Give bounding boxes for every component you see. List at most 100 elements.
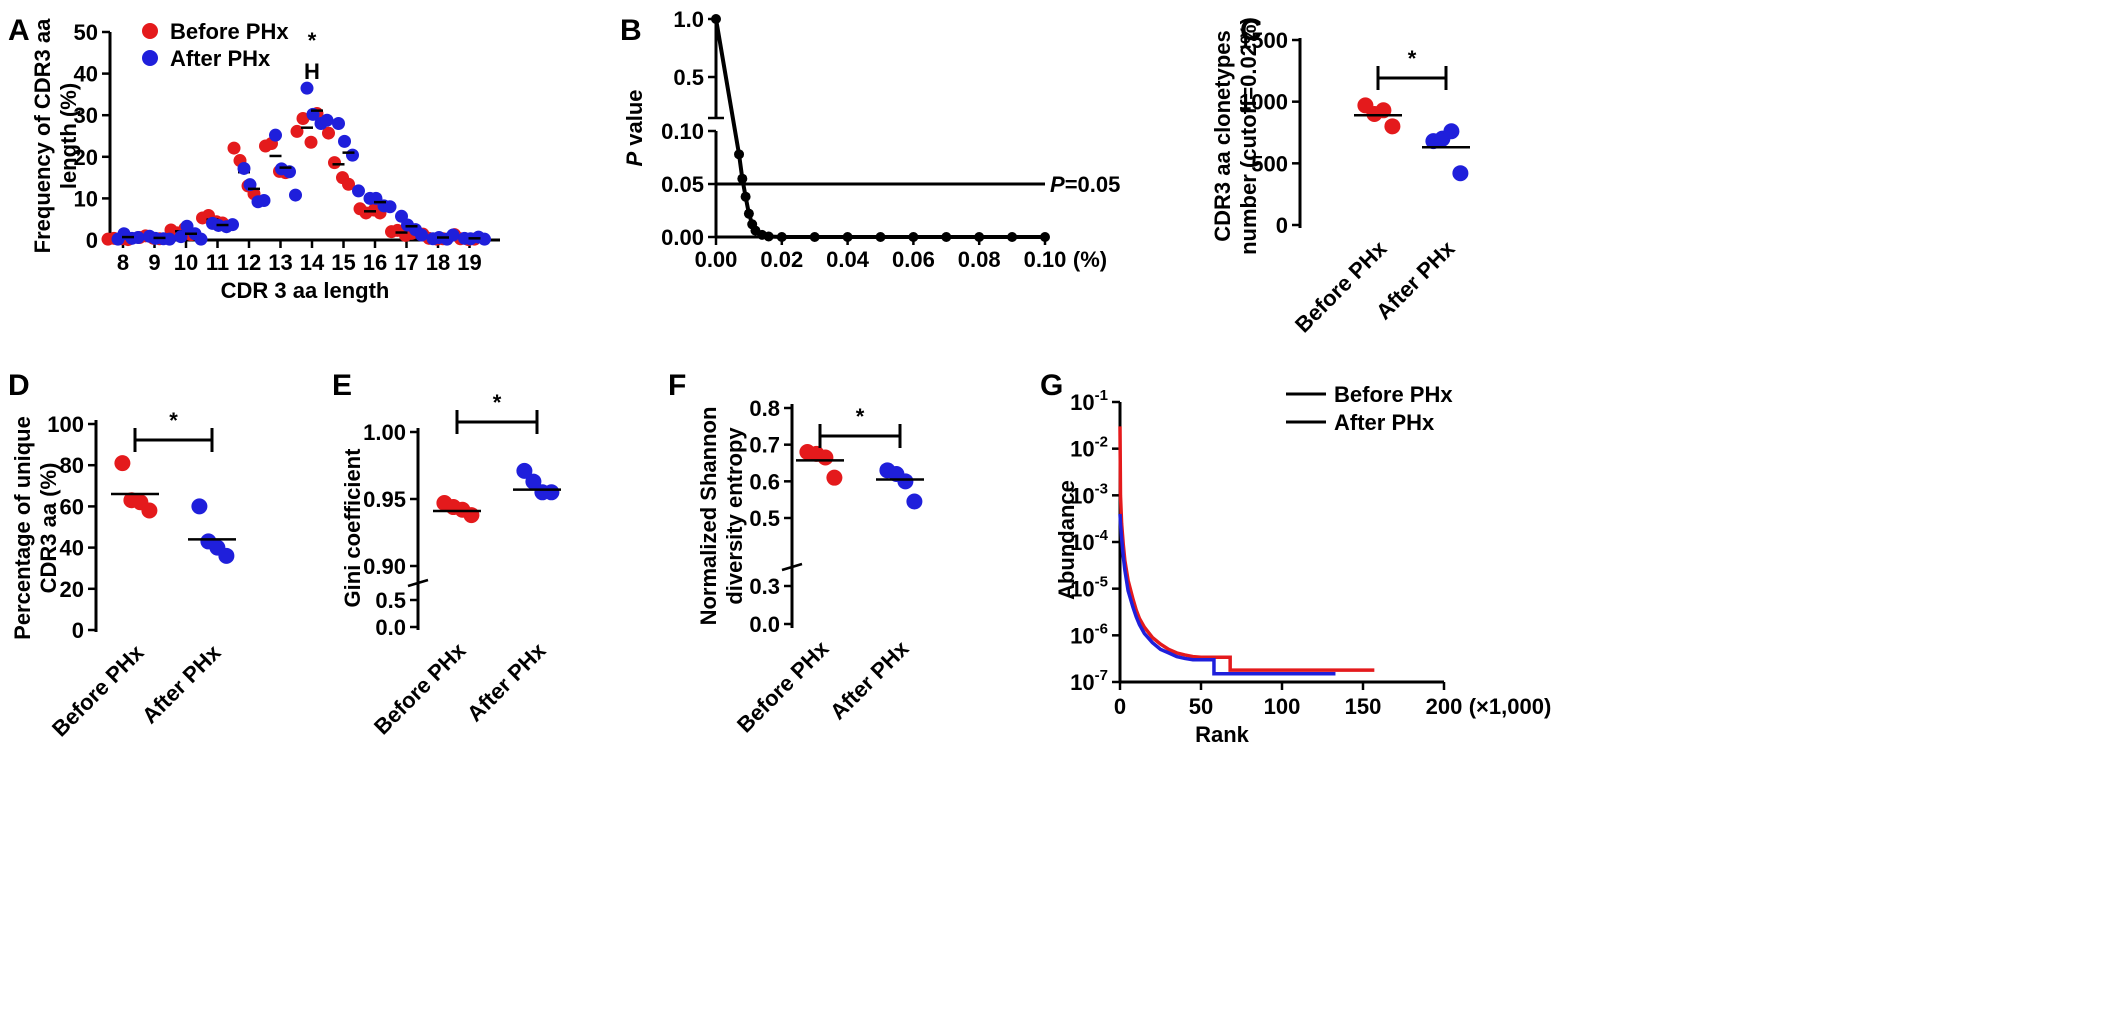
b-y-tick-label: 0.05: [661, 172, 704, 197]
a-y-axis-title-line1: Frequency of CDR3 aa: [30, 18, 55, 253]
g-y-tick-label: 10-3: [1070, 480, 1108, 508]
b-x-tick-label: 0.08: [958, 247, 1001, 272]
a-data-point: [415, 228, 428, 242]
a-data-point: [320, 113, 334, 127]
panel-label-b: B: [620, 14, 642, 47]
f-significance-star: *: [856, 404, 865, 429]
d-data-point: [191, 498, 208, 515]
b-y-tick-label: 0.5: [673, 65, 704, 90]
g-y-tick-label: 10-2: [1070, 434, 1108, 462]
a-x-tick-label: 18: [426, 250, 450, 275]
d-y-axis-title-line2: CDR3 aa (%): [36, 463, 61, 594]
b-x-unit: (%): [1073, 247, 1107, 272]
c-data-point: [1384, 118, 1401, 135]
a-data-point: [342, 177, 355, 191]
a-data-point: [352, 184, 365, 198]
a-data-point: [226, 218, 239, 232]
b-x-tick-label: 0.02: [760, 247, 803, 272]
a-x-tick-label: 8: [117, 250, 129, 275]
a-data-point: [289, 188, 302, 202]
panel-g-abundance-chart: 10-1 10-2 10-3 10-4 10-5 10-6 10-70 50 100 150 200…: [1054, 382, 1551, 747]
g-y-tick-label: 10-5: [1070, 574, 1108, 602]
f-y-tick-label: 0.6: [749, 469, 780, 494]
f-category-label: Before PHx: [732, 635, 834, 737]
f-y-axis-title-line1: Normalized Shannon: [696, 407, 721, 626]
a-y-tick-label: 20: [74, 145, 98, 170]
b-data-point: [842, 232, 853, 242]
a-legend-marker-after: [142, 50, 158, 66]
c-y-axis-title-line1: CDR3 aa clonetypes: [1210, 30, 1235, 242]
c-y-tick-label: 0: [1276, 213, 1288, 238]
d-y-axis-title-line1: Percentage of unique: [10, 416, 35, 640]
g-y-axis-title: Abundance: [1054, 480, 1079, 600]
panel-label-a: A: [8, 14, 30, 47]
a-bracket-glyph: H: [304, 59, 320, 84]
f-data-point: [817, 449, 834, 466]
f-y-tick-label: 0.7: [749, 433, 780, 458]
e-data-point: [516, 462, 533, 479]
e-axis-break: [407, 578, 429, 588]
a-y-tick-label: 30: [74, 103, 98, 128]
a-x-axis-title: CDR 3 aa length: [221, 278, 390, 303]
panel-label-g: G: [1040, 369, 1063, 402]
a-y-tick-label: 0: [86, 228, 98, 253]
g-y-tick-label: 10-1: [1070, 387, 1108, 415]
d-y-tick-label: 20: [60, 577, 84, 602]
f-y-tick-label: 0.5: [749, 506, 780, 531]
e-y-tick-label: 1.00: [363, 420, 406, 445]
d-significance-star: *: [169, 408, 178, 433]
f-data-point: [826, 469, 843, 486]
a-data-point: [446, 228, 460, 242]
d-y-tick-label: 80: [60, 453, 84, 478]
a-x-tick-label: 13: [268, 250, 292, 275]
f-y-axis-title-line2: diversity entropy: [722, 427, 747, 605]
b-data-point: [809, 232, 820, 242]
a-y-tick-label: 50: [74, 20, 98, 45]
d-category-label: After PHx: [137, 639, 226, 728]
b-y-axis-title: P value: [622, 89, 647, 166]
b-x-tick-label: 0.00: [695, 247, 738, 272]
a-legend-after: After PHx: [170, 46, 271, 71]
a-x-tick-label: 11: [206, 250, 229, 275]
a-data-point: [383, 200, 397, 214]
c-data-point: [1452, 165, 1469, 182]
panel-a-cdr3-length-chart: 0 10 20 30 40 50 8 9 10 11 12 13 14 15 16 17 18 19 CDR 3 a…: [30, 18, 500, 303]
a-data-point: [163, 232, 176, 246]
panel-label-e: E: [332, 369, 352, 402]
d-data-point: [114, 455, 131, 472]
g-x-tick-label: 50: [1189, 694, 1213, 719]
f-category-label: After PHx: [825, 635, 914, 724]
c-y-tick-label: 500: [1251, 151, 1288, 176]
d-y-tick-label: 0: [72, 618, 84, 643]
a-legend-marker-before: [142, 23, 158, 39]
b-data-point: [875, 232, 886, 242]
panel-b-pvalue-chart: 0.5 1.0 0.00 0.05 0.10 0.00 0.02 0.04 0.06 0.08 0.…: [622, 7, 1120, 272]
panel-label-f: F: [668, 369, 686, 402]
b-y-tick-label: 1.0: [673, 7, 704, 32]
a-data-point: [174, 230, 188, 244]
b-data-point: [763, 231, 774, 242]
b-data-point: [941, 232, 952, 242]
a-data-point: [227, 141, 241, 155]
b-y-tick-label: 0.10: [661, 119, 704, 144]
a-y-tick-label: 40: [74, 62, 98, 87]
a-data-point: [478, 232, 491, 246]
a-data-point: [194, 232, 208, 246]
g-x-tick-label: 150: [1345, 694, 1382, 719]
a-x-tick-label: 16: [363, 250, 387, 275]
a-x-tick-label: 10: [174, 250, 198, 275]
a-significance-star: *: [308, 28, 317, 53]
b-data-point: [734, 149, 745, 160]
c-significance-star: *: [1408, 46, 1417, 71]
e-significance-star: *: [493, 390, 502, 415]
d-y-tick-label: 40: [60, 536, 84, 561]
a-x-tick-label: 19: [457, 250, 481, 275]
a-y-axis-title-line2: length (%): [56, 83, 81, 189]
b-data-point: [740, 191, 751, 202]
b-data-point: [974, 232, 985, 242]
a-data-point: [304, 135, 318, 149]
a-data-point: [322, 126, 335, 140]
a-x-tick-label: 14: [300, 250, 325, 275]
